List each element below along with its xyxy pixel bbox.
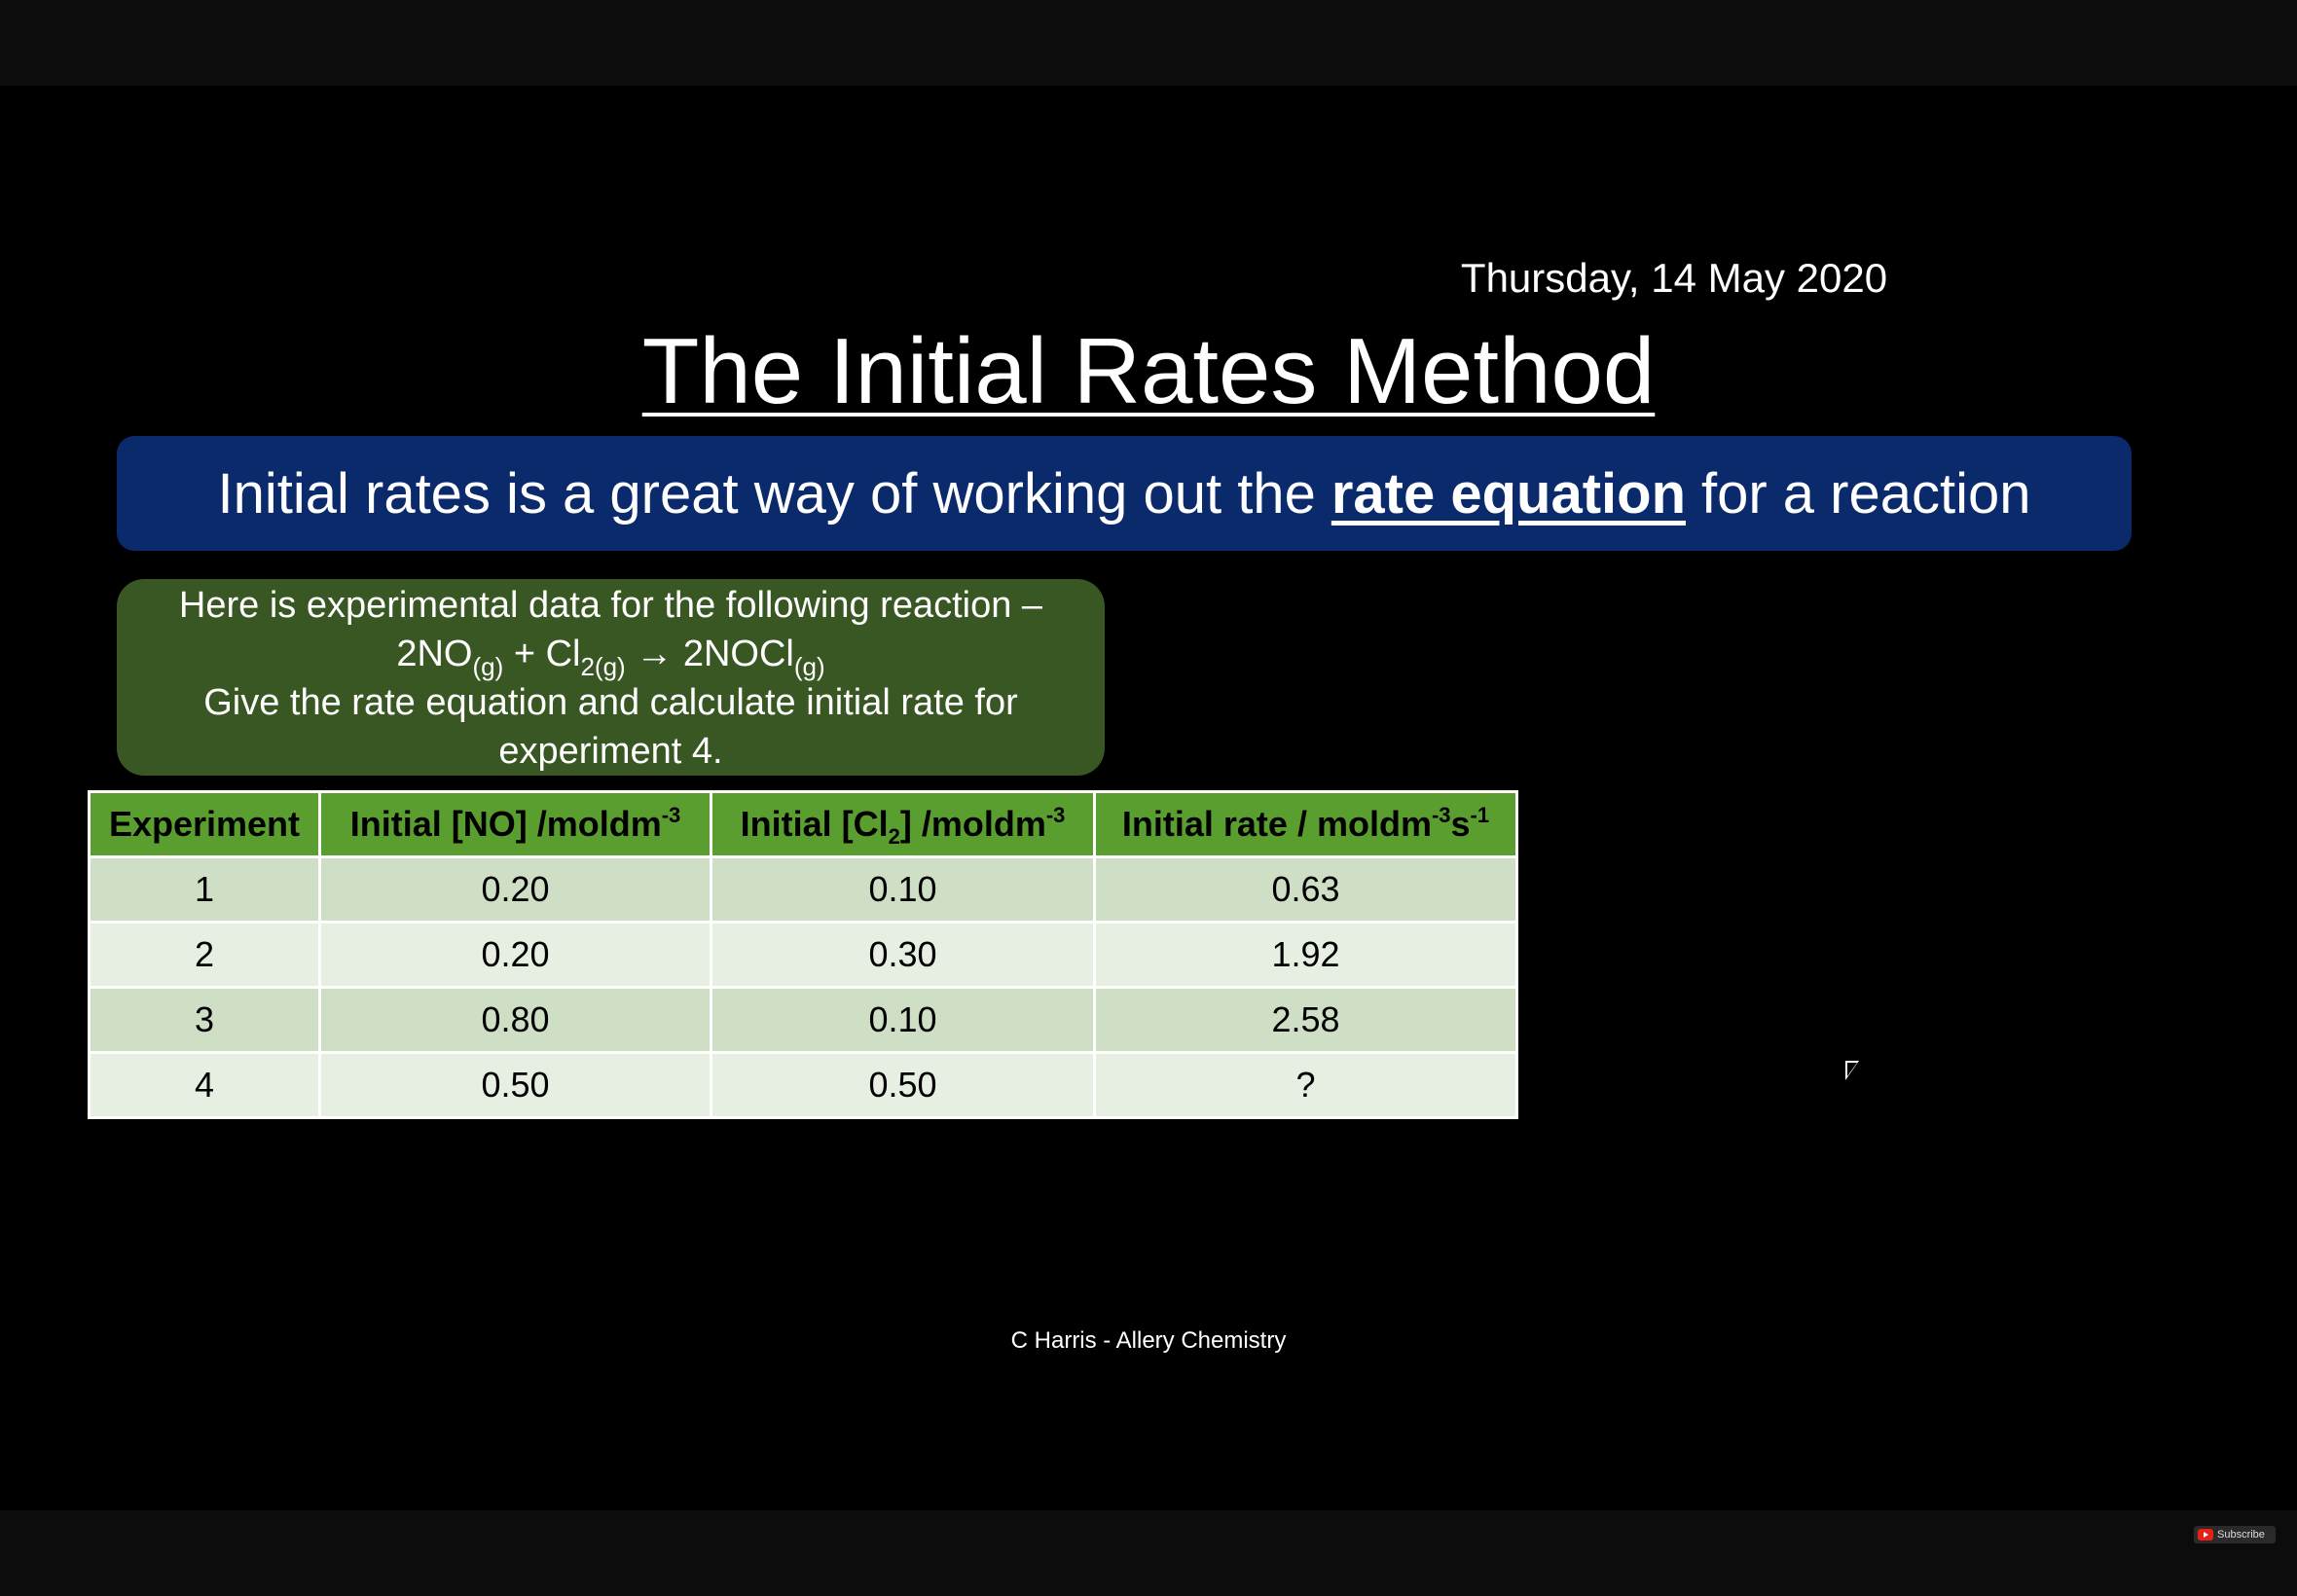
rates-table: Experiment Initial [NO] /moldm-3 Initial… [88, 790, 1518, 1119]
table-row: 2 0.20 0.30 1.92 [88, 921, 1518, 989]
cell-no: 0.50 [318, 1051, 712, 1119]
cell-experiment: 4 [88, 1051, 321, 1119]
eq-product: → 2NOCl [625, 634, 794, 674]
banner-emphasis: rate equation [1331, 461, 1686, 526]
header-cl-unit: ] /moldm [899, 804, 1046, 844]
cell-experiment: 1 [88, 855, 321, 924]
table-row: 4 0.50 0.50 ? [88, 1051, 1518, 1119]
cell-no: 0.20 [318, 921, 712, 989]
question-line-4: experiment 4. [498, 731, 723, 772]
header-no-text: Initial [NO] /moldm [349, 804, 662, 844]
mouse-pointer-icon [1845, 1061, 1859, 1080]
cell-cl2: 0.50 [710, 1051, 1096, 1119]
header-cl-text: Initial [Cl [740, 804, 889, 844]
cell-cl2: 0.30 [710, 921, 1096, 989]
banner-text-post: for a reaction [1701, 461, 2031, 526]
cell-rate: 0.63 [1093, 855, 1518, 924]
question-box: Here is experimental data for the follow… [117, 579, 1105, 776]
header-rate-sup1: -3 [1431, 803, 1451, 827]
header-initial-cl2: Initial [Cl2] /moldm-3 [710, 790, 1096, 858]
table-row: 3 0.80 0.10 2.58 [88, 986, 1518, 1054]
cell-cl2: 0.10 [710, 986, 1096, 1054]
header-rate-sup2: -1 [1470, 803, 1490, 827]
reaction-equation: 2NO(g) + Cl2(g) → 2NOCl(g) [117, 630, 1105, 681]
table-header-row: Experiment Initial [NO] /moldm-3 Initial… [88, 790, 1518, 858]
header-rate-s: s [1450, 804, 1471, 844]
header-experiment: Experiment [88, 790, 321, 858]
slide-date: Thursday, 14 May 2020 [1460, 255, 1888, 301]
header-cl-sup: -3 [1045, 803, 1066, 827]
slide-title-text: The Initial Rates Method [641, 319, 1656, 423]
cell-experiment: 3 [88, 986, 321, 1054]
eq-reactant-cl: + Cl [503, 634, 581, 674]
slide-title: The Initial Rates Method [0, 313, 2297, 430]
header-no-sup: -3 [661, 803, 681, 827]
cell-cl2: 0.10 [710, 855, 1096, 924]
eq-state-2: 2(g) [580, 652, 626, 681]
subscribe-button[interactable]: Subscribe [2194, 1526, 2276, 1543]
eq-state-3: (g) [793, 652, 825, 681]
table-row: 1 0.20 0.10 0.63 [88, 855, 1518, 924]
eq-state-1: (g) [472, 652, 504, 681]
eq-reactant-no: 2NO [396, 634, 473, 674]
cell-no: 0.20 [318, 855, 712, 924]
intro-banner: Initial rates is a great way of working … [117, 436, 2132, 551]
youtube-icon [2198, 1529, 2213, 1541]
cell-rate: 2.58 [1093, 986, 1518, 1054]
cell-experiment: 2 [88, 921, 321, 989]
header-cl-sub: 2 [888, 824, 900, 849]
subscribe-label: Subscribe [2217, 1529, 2265, 1541]
slide-footer: C Harris - Allery Chemistry [1010, 1327, 1287, 1354]
banner-text-pre: Initial rates is a great way of working … [217, 461, 1316, 526]
cell-rate: ? [1093, 1051, 1518, 1119]
question-line-3: Give the rate equation and calculate ini… [203, 682, 1018, 723]
header-rate-text: Initial rate / moldm [1121, 804, 1432, 844]
header-initial-rate: Initial rate / moldm-3s-1 [1093, 790, 1518, 858]
cell-no: 0.80 [318, 986, 712, 1054]
cell-rate: 1.92 [1093, 921, 1518, 989]
video-top-bar [0, 0, 2297, 86]
video-bottom-bar [0, 1510, 2297, 1596]
question-line-1: Here is experimental data for the follow… [178, 585, 1043, 626]
header-initial-no: Initial [NO] /moldm-3 [318, 790, 712, 858]
